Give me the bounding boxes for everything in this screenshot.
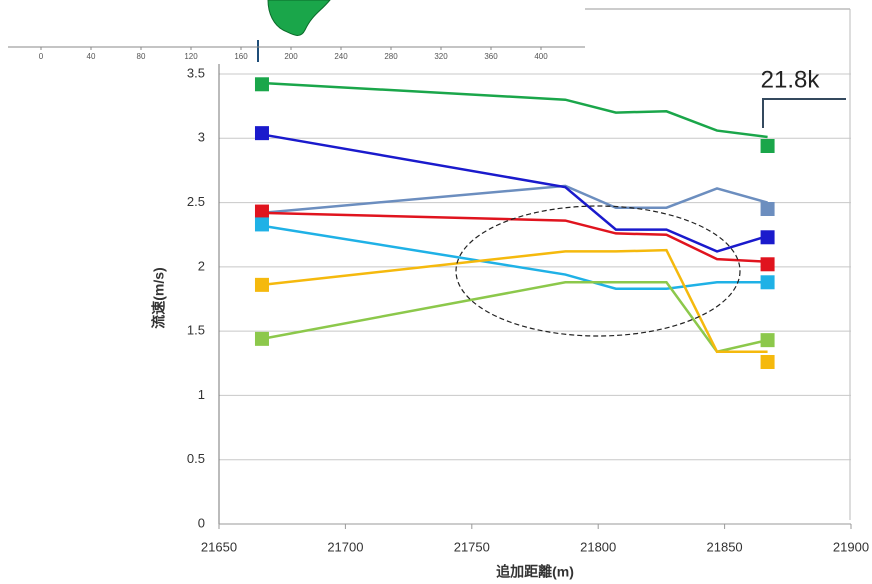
highlight-ellipse [455, 205, 741, 337]
data-marker [760, 355, 775, 369]
data-marker [760, 230, 775, 245]
x-tick-label: 21850 [707, 539, 743, 554]
inset-tick-label: 200 [284, 52, 298, 61]
y-tick-label: 2 [198, 258, 205, 273]
series-line [261, 184, 768, 215]
inset-tick-label: 40 [87, 52, 96, 61]
series-line [261, 133, 768, 253]
inset-tick-label: 80 [137, 52, 146, 61]
data-marker [760, 257, 775, 272]
data-marker [254, 217, 269, 232]
y-tick-label: 1.5 [187, 323, 205, 338]
x-axis-label: 追加距離(m) [496, 564, 574, 580]
inset-tick-label: 280 [384, 52, 398, 61]
y-tick-label: 3 [198, 130, 205, 145]
x-tick-label: 21650 [201, 539, 237, 554]
inset-tick-label: 400 [534, 52, 548, 61]
data-marker [254, 277, 269, 292]
x-tick-label: 21750 [454, 539, 490, 554]
series-line [261, 224, 768, 290]
data-marker [760, 139, 775, 153]
series-line [261, 81, 768, 139]
inset-tick-label: 0 [39, 52, 44, 61]
y-tick-label: 3.5 [187, 65, 205, 80]
data-marker [760, 202, 775, 216]
data-marker [254, 77, 269, 92]
data-marker [760, 275, 775, 290]
inset-tick-label: 240 [334, 52, 348, 61]
data-marker [254, 331, 269, 346]
series-line [261, 211, 768, 263]
y-tick-label: 0.5 [187, 451, 205, 466]
inset-tick-label: 160 [234, 52, 248, 61]
inset-tick-label: 360 [484, 52, 498, 61]
data-marker [254, 204, 269, 219]
data-marker [254, 126, 269, 141]
inset-tick-label: 320 [434, 52, 448, 61]
plot-area: 0 0.5 1 1.5 2 2.5 3 3.5 21650 21700 21750 21800 2185… [187, 64, 869, 554]
series-line [261, 248, 768, 353]
inset-tick-label: 120 [184, 52, 198, 61]
series-line [261, 281, 768, 354]
x-tick-label: 21800 [580, 539, 616, 554]
data-marker [760, 333, 775, 348]
y-axis-label: 流速(m/s) [151, 267, 167, 328]
y-tick-label: 2.5 [187, 194, 205, 209]
x-tick-label: 21700 [327, 539, 363, 554]
annotation: 21.8k [761, 66, 821, 93]
inset-axis: 0 40 80 120 160 200 240 280 320 360 400 [8, 46, 585, 61]
x-tick-label: 21900 [833, 539, 869, 554]
map-shape [267, 0, 331, 36]
y-tick-label: 0 [198, 515, 205, 530]
y-tick-label: 1 [198, 387, 205, 402]
annotation-bracket [762, 98, 846, 128]
